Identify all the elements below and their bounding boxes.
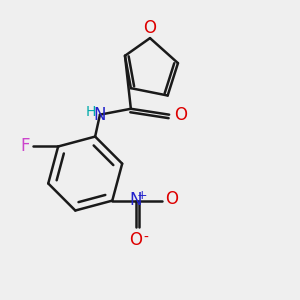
Text: +: +: [136, 189, 147, 203]
Text: -: -: [143, 231, 148, 245]
Text: N: N: [129, 191, 142, 209]
Text: O: O: [143, 19, 157, 37]
Text: H: H: [85, 105, 95, 119]
Text: N: N: [94, 106, 106, 124]
Text: O: O: [174, 106, 188, 124]
Text: O: O: [165, 190, 178, 208]
Text: O: O: [129, 231, 142, 249]
Text: F: F: [21, 137, 30, 155]
